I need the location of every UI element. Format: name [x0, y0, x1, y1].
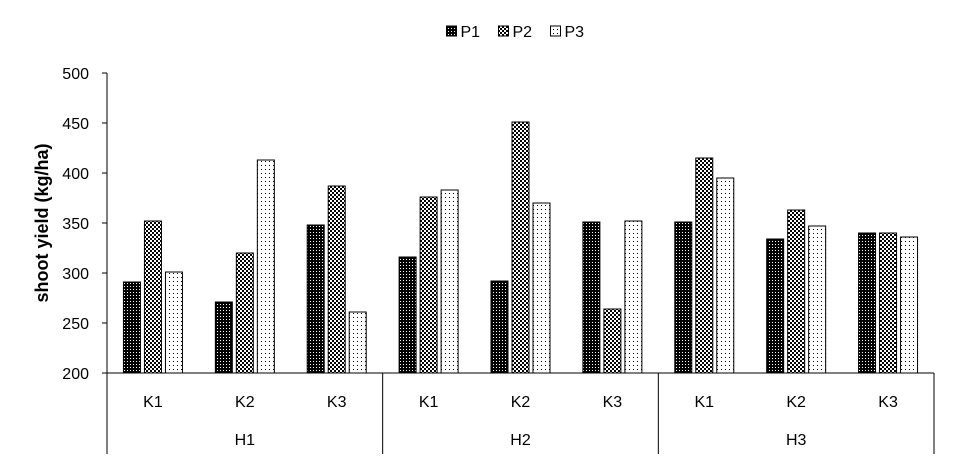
bar-p2 — [787, 209, 806, 374]
bar-p2 — [603, 308, 622, 374]
x-group-label: H1 — [235, 432, 256, 449]
y-tick-label: 300 — [62, 266, 89, 283]
bar-p3 — [348, 311, 367, 374]
x-category-label: K1 — [143, 394, 163, 411]
bar-p3 — [808, 225, 827, 374]
bar-p1 — [858, 232, 877, 374]
bar-p1 — [122, 281, 141, 374]
x-group-label: H2 — [510, 432, 531, 449]
legend-label-p3: P3 — [565, 24, 585, 41]
x-category-label: K3 — [327, 394, 347, 411]
y-tick-label: 250 — [62, 316, 89, 333]
bar-p2 — [879, 232, 898, 374]
bar-p1 — [490, 280, 509, 374]
bar-p3 — [440, 189, 459, 374]
x-category-label: K3 — [603, 394, 623, 411]
bar-p1 — [214, 301, 233, 374]
x-category-label: K2 — [786, 394, 806, 411]
x-category-label: K2 — [235, 394, 255, 411]
bar-p3 — [164, 271, 183, 374]
legend-swatch-p2 — [498, 25, 509, 37]
bar-p2 — [143, 220, 162, 374]
y-tick-label: 350 — [62, 216, 89, 233]
y-tick-label: 450 — [62, 116, 89, 133]
bar-p3 — [256, 159, 275, 374]
y-tick-label: 400 — [62, 166, 89, 183]
bar-p3 — [716, 177, 735, 374]
bar-p2 — [419, 196, 438, 374]
bar-p1 — [674, 221, 693, 374]
bars — [122, 121, 919, 374]
y-axis-title: shoot yield (kg/ha) — [32, 143, 52, 302]
bar-p1 — [766, 238, 785, 374]
legend: P1 P2 P3 — [446, 24, 585, 41]
y-tick-label: 200 — [62, 366, 89, 383]
x-group-label: H3 — [786, 432, 807, 449]
bar-p2 — [511, 121, 530, 374]
x-category-label: K1 — [694, 394, 714, 411]
bar-p2 — [695, 157, 714, 374]
x-category-label: K3 — [878, 394, 898, 411]
bar-p2 — [327, 185, 346, 374]
bar-p1 — [306, 224, 325, 374]
y-axis: 200 250 300 350 400 450 500 shoot yield (kg/ha) — [32, 66, 108, 454]
legend-swatch-p3 — [550, 25, 561, 37]
bar-p2 — [235, 252, 254, 374]
bar-p3 — [624, 220, 643, 374]
bar-p1 — [582, 221, 601, 374]
y-tick-label: 500 — [62, 66, 89, 83]
bar-p1 — [398, 256, 417, 374]
x-axis: K1 K2 K3 K1 K2 K3 K1 K2 K3 H1 H2 H3 — [107, 372, 935, 454]
legend-label-p1: P1 — [461, 24, 481, 41]
bar-p3 — [532, 202, 551, 374]
x-category-label: K2 — [511, 394, 531, 411]
bar-p3 — [900, 236, 919, 374]
legend-swatch-p1 — [446, 25, 457, 37]
x-category-label: K1 — [419, 394, 439, 411]
legend-label-p2: P2 — [513, 24, 533, 41]
